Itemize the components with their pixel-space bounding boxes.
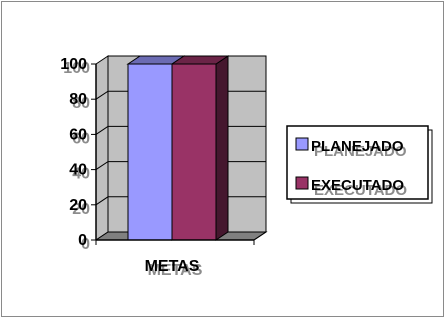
legend-shadow-executado: EXECUTADO <box>314 182 407 199</box>
legend-swatch-executado <box>295 176 309 190</box>
bar-side <box>215 55 229 241</box>
floor-edge <box>253 231 267 241</box>
y-tick-label-60: 60 <box>69 126 87 143</box>
y-tick-shadow-40: 40 <box>72 166 90 183</box>
bar-front <box>171 63 217 241</box>
side-wall <box>95 55 109 241</box>
bar-executado <box>170 55 230 241</box>
y-tick-label-80: 80 <box>69 91 87 108</box>
y-tick-label-100: 100 <box>60 56 87 73</box>
y-tick-shadow-0: 0 <box>81 236 90 253</box>
legend-box <box>286 125 429 200</box>
legend-label-planejado: PLANEJADO <box>311 138 404 155</box>
y-tick-shadow-60: 60 <box>72 130 90 147</box>
y-tick-shadow-20: 20 <box>72 201 90 218</box>
bar-front <box>127 63 173 241</box>
y-tick-shadow-100: 100 <box>63 60 90 77</box>
x-tick-label: METAS <box>145 258 200 275</box>
y-tick-label-0: 0 <box>78 232 87 249</box>
legend-shadow-planejado: PLANEJADO <box>314 143 407 160</box>
y-tick-label-40: 40 <box>69 162 87 179</box>
x-tick-shadow: METAS <box>148 262 203 279</box>
legend-swatch-planejado <box>295 137 309 151</box>
y-tick-shadow-80: 80 <box>72 95 90 112</box>
legend-label-executado: EXECUTADO <box>311 177 404 194</box>
y-tick-label-20: 20 <box>69 197 87 214</box>
